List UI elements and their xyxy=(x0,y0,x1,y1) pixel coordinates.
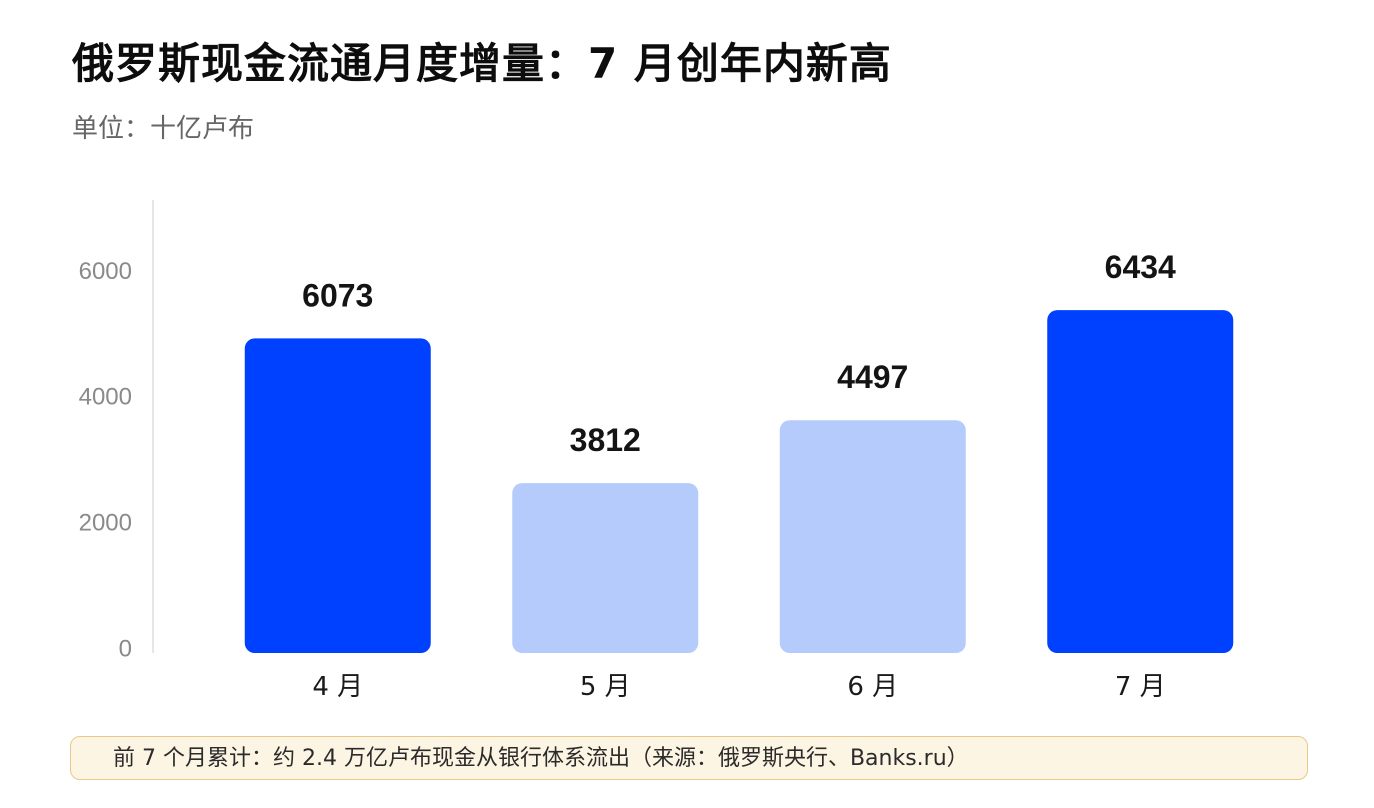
value-labels: 6073 3812 4497 6434 xyxy=(302,249,1176,458)
bar-value-label: 6073 xyxy=(302,277,373,313)
chart-subtitle: 单位：十亿卢布 xyxy=(72,114,255,144)
chart-title: 俄罗斯现金流通月度增量：7 月创年内新高 xyxy=(72,39,892,88)
category-label: 4 月 xyxy=(312,672,363,702)
bar-4 xyxy=(1047,310,1234,653)
category-label: 5 月 xyxy=(580,672,631,702)
bar-value-label: 4497 xyxy=(837,359,908,395)
bar-value-label: 3812 xyxy=(570,422,641,458)
bar-chart: 0 2000 4000 6000 6073 3812 4497 6434 4 月 5 月 6 月… xyxy=(79,200,1234,702)
category-labels: 4 月 5 月 6 月 7 月 xyxy=(312,672,1165,702)
y-tick-label: 2000 xyxy=(79,510,132,537)
source-footnote: 前 7 个月累计：约 2.4 万亿卢布现金从银行体系流出（来源：俄罗斯央行、Ba… xyxy=(70,736,1308,780)
bar-2 xyxy=(512,483,699,653)
bars xyxy=(244,310,1234,653)
y-tick-label: 0 xyxy=(119,635,132,662)
y-axis-ticks: 0 2000 4000 6000 xyxy=(79,258,132,663)
bar-3 xyxy=(779,420,966,653)
category-label: 7 月 xyxy=(1115,672,1166,702)
bar-1 xyxy=(244,338,431,653)
y-tick-label: 6000 xyxy=(79,258,132,285)
y-tick-label: 4000 xyxy=(79,384,132,411)
bar-value-label: 6434 xyxy=(1105,249,1176,285)
category-label: 6 月 xyxy=(847,672,898,702)
